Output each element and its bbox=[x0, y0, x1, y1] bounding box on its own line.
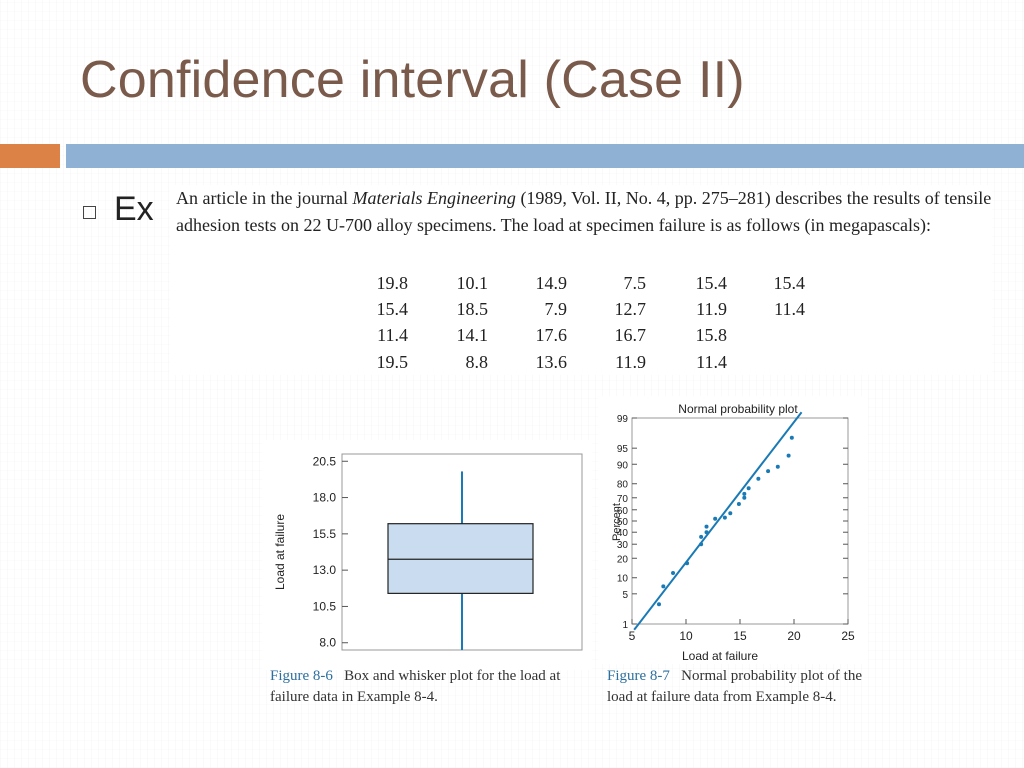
y-tick-label: 30 bbox=[617, 540, 629, 551]
table-cell: 11.4 bbox=[696, 352, 727, 372]
x-tick-label: 25 bbox=[841, 629, 855, 643]
data-point bbox=[736, 501, 741, 506]
y-tick-label: 95 bbox=[617, 444, 629, 455]
table-cell: 15.4 bbox=[376, 299, 409, 319]
y-tick-label: 10.5 bbox=[313, 599, 337, 613]
data-point bbox=[661, 584, 666, 589]
excerpt-image: An article in the journal Materials Engi… bbox=[170, 185, 992, 375]
table-cell: 15.4 bbox=[695, 273, 728, 293]
table-cell: 12.7 bbox=[614, 299, 647, 319]
y-tick-label: 18.0 bbox=[313, 491, 337, 505]
data-point bbox=[775, 464, 780, 469]
box-plot-chart: 20.5 18.0 15.5 13.0 10.5 8.0 Load at failure bbox=[273, 453, 583, 651]
y-tick-label: 10 bbox=[617, 574, 629, 585]
y-tick-label: 90 bbox=[617, 460, 629, 471]
figure-6-caption: Figure 8-6 Box and whisker plot for the … bbox=[270, 666, 580, 708]
table-cell: 11.4 bbox=[377, 325, 408, 345]
y-tick-label: 20 bbox=[617, 554, 629, 565]
normal-probability-chart: Normal probability plot 99 95 90 80 706050403… bbox=[611, 402, 855, 663]
y-tick-label: 40 bbox=[617, 528, 629, 539]
accent-bar-orange bbox=[0, 144, 60, 168]
data-point bbox=[742, 495, 747, 500]
table-cell: 15.8 bbox=[695, 325, 728, 345]
figure-7: Normal probability plot 99 95 90 80 70 60 50 40 3… bbox=[598, 396, 868, 664]
plot-frame bbox=[631, 417, 849, 625]
x-axis-label: Load at failure bbox=[682, 649, 758, 663]
bullet-text: Ex bbox=[114, 190, 154, 228]
data-point bbox=[722, 515, 727, 520]
y-tick-label: 1 bbox=[622, 620, 628, 631]
figure-6-text: Box and whisker plot for the load at fai… bbox=[270, 668, 561, 705]
table-cell: 7.5 bbox=[623, 273, 647, 293]
slide-title: Confidence interval (Case II) bbox=[80, 51, 745, 109]
y-tick-label: 13.0 bbox=[313, 563, 337, 577]
data-point bbox=[742, 491, 747, 496]
table-cell: 8.8 bbox=[465, 352, 489, 372]
data-point bbox=[685, 561, 690, 566]
chart-title: Normal probability plot bbox=[678, 402, 798, 416]
table-cell: 16.7 bbox=[614, 325, 647, 345]
excerpt-journal: Materials Engineering bbox=[352, 188, 516, 208]
data-point bbox=[713, 516, 718, 521]
table-cell: 17.6 bbox=[535, 325, 568, 345]
y-tick-label: 20.5 bbox=[313, 454, 337, 468]
y-axis-label: Percent bbox=[611, 503, 623, 541]
data-point bbox=[704, 530, 709, 535]
data-point bbox=[699, 534, 704, 539]
table-cell: 7.9 bbox=[544, 299, 568, 319]
table-cell: 10.1 bbox=[456, 273, 489, 293]
table-cell: 19.8 bbox=[376, 273, 409, 293]
table-cell: 19.5 bbox=[376, 352, 409, 372]
table-cell: 11.9 bbox=[696, 299, 727, 319]
figure-6-label: Figure 8-6 bbox=[270, 668, 333, 684]
table-cell: 18.5 bbox=[456, 299, 489, 319]
data-point bbox=[786, 453, 791, 458]
y-tick-label: 60 bbox=[617, 506, 629, 517]
table-cell: 14.1 bbox=[456, 325, 489, 345]
data-point bbox=[746, 486, 751, 491]
bullet-square-icon bbox=[83, 206, 96, 219]
fit-line bbox=[633, 411, 803, 631]
y-tick-label: 70 bbox=[617, 494, 629, 505]
data-point bbox=[728, 511, 733, 516]
y-tick-label: 15.5 bbox=[313, 527, 337, 541]
table-cell: 11.4 bbox=[774, 299, 805, 319]
table-cell: 13.6 bbox=[535, 352, 568, 372]
excerpt-text-before: An article in the journal bbox=[176, 188, 353, 208]
x-tick-label: 10 bbox=[679, 629, 693, 643]
figure-7-text: Normal probability plot of the load at f… bbox=[607, 668, 862, 705]
x-tick-label: 5 bbox=[629, 629, 636, 643]
table-cell: 15.4 bbox=[773, 273, 806, 293]
y-tick-label: 8.0 bbox=[319, 636, 336, 650]
data-point bbox=[704, 524, 709, 529]
data-point bbox=[789, 435, 794, 440]
table-cell: 11.9 bbox=[615, 352, 646, 372]
data-point bbox=[766, 469, 771, 474]
data-point bbox=[671, 571, 676, 576]
x-tick-label: 20 bbox=[787, 629, 801, 643]
data-point bbox=[699, 542, 704, 547]
iqr-box bbox=[387, 523, 534, 594]
data-point bbox=[657, 602, 661, 607]
y-axis-label: Load at failure bbox=[273, 514, 287, 590]
y-tick-label: 5 bbox=[622, 590, 628, 601]
excerpt-text-after: (1989, Vol. II, No. 4, pp. 275–281) desc… bbox=[176, 188, 992, 235]
figure-6: 20.5 18.0 15.5 13.0 10.5 8.0 Load at failure bbox=[262, 440, 592, 670]
y-tick-label: 80 bbox=[617, 480, 629, 491]
accent-bar-blue bbox=[66, 144, 1024, 168]
x-tick-label: 15 bbox=[733, 629, 747, 643]
table-cell: 14.9 bbox=[535, 273, 568, 293]
figure-7-label: Figure 8-7 bbox=[607, 668, 670, 684]
y-tick-label: 50 bbox=[617, 517, 629, 528]
data-point bbox=[756, 476, 761, 481]
figure-7-caption: Figure 8-7 Normal probability plot of th… bbox=[607, 666, 867, 708]
excerpt-paragraph: An article in the journal Materials Engi… bbox=[176, 185, 992, 239]
y-tick-label: 99 bbox=[617, 414, 629, 425]
